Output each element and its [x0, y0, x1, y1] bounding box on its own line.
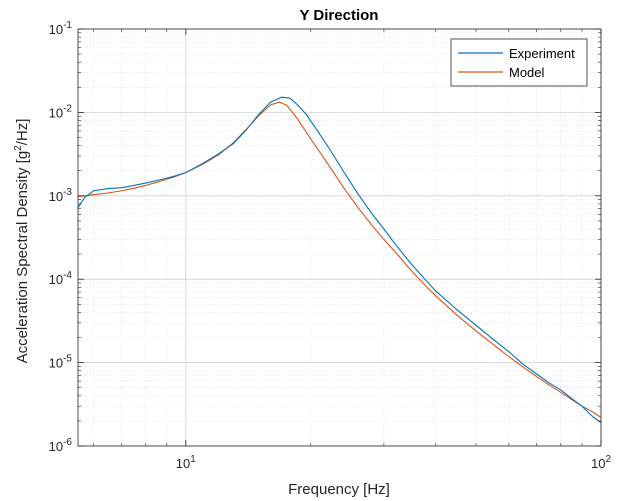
- y-axis-label-main: Acceleration Spectral Density [g: [14, 151, 31, 364]
- y-tick-label: 10-2: [49, 103, 73, 120]
- x-tick-label: 101: [176, 454, 196, 471]
- y-tick-label: 10-3: [49, 187, 73, 204]
- y-axis-label-superscript: 2: [13, 145, 24, 151]
- y-tick-label: 10-6: [49, 437, 73, 454]
- legend-label-model: Model: [509, 65, 545, 80]
- legend: Experiment Model: [450, 38, 588, 87]
- minor-grid: [78, 29, 601, 446]
- y-tick-label: 10-1: [49, 20, 73, 37]
- tick-labels: 101 102 10-1 10-2 10-3 10-4 10-5 10-6: [49, 20, 612, 471]
- y-axis-label-tail: /Hz]: [14, 119, 31, 146]
- y-tick-label: 10-4: [49, 270, 73, 287]
- y-tick-label: 10-5: [49, 354, 73, 371]
- tick-marks: [78, 28, 602, 447]
- series-line-experiment: [77, 96, 602, 424]
- x-tick-label: 102: [591, 454, 611, 471]
- y-axis-label: Acceleration Spectral Density [g2/Hz]: [13, 119, 31, 364]
- legend-label-experiment: Experiment: [509, 46, 575, 61]
- series-layer: [77, 96, 602, 424]
- x-axis-label: Frequency [Hz]: [288, 481, 390, 498]
- legend-box: [450, 38, 588, 87]
- chart-title: Y Direction: [300, 7, 379, 24]
- plot-area: [78, 29, 601, 446]
- axes-frame: [77, 28, 602, 447]
- series-line-model: [77, 101, 602, 418]
